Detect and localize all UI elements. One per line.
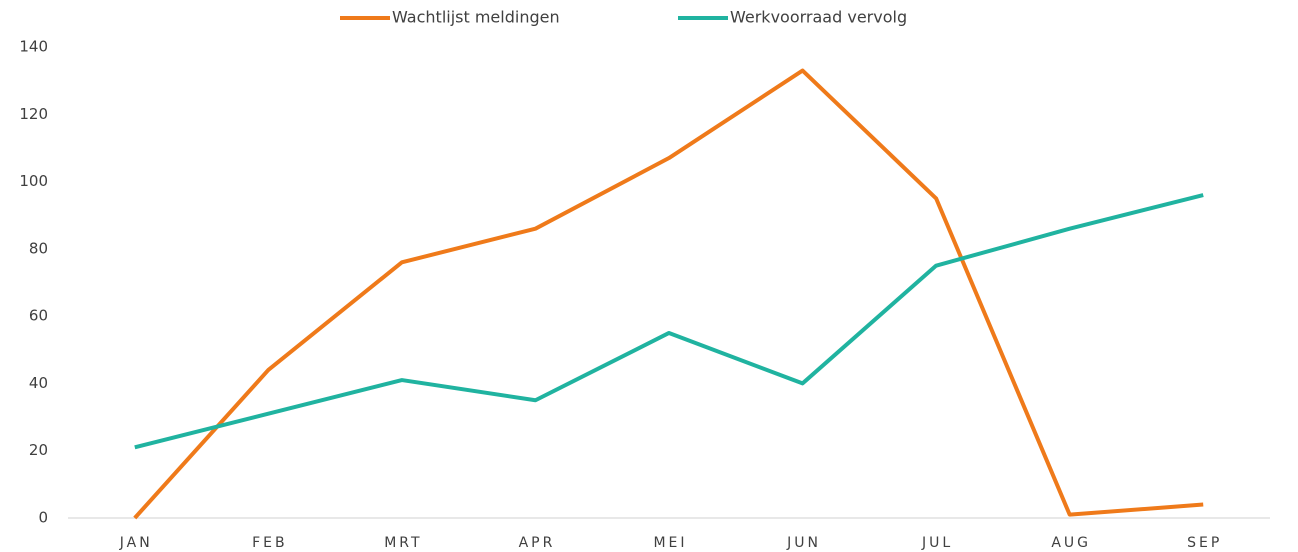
y-tick-label: 140	[19, 38, 48, 56]
x-tick-label: APR	[519, 535, 556, 551]
x-tick-label: JUL	[921, 535, 953, 551]
legend-label: Werkvoorraad vervolg	[730, 8, 907, 27]
y-tick-label: 100	[19, 172, 48, 190]
series-line	[133, 68, 1204, 520]
x-tick-label: MRT	[384, 535, 422, 551]
y-tick-label: 80	[29, 239, 48, 257]
y-tick-label: 40	[29, 374, 48, 392]
x-tick-label: SEP	[1187, 535, 1222, 551]
x-tick-label: JUN	[786, 535, 821, 551]
x-tick-label: AUG	[1051, 535, 1091, 551]
x-tick-label: MEI	[653, 535, 687, 551]
y-tick-label: 20	[29, 441, 48, 459]
y-tick-label: 60	[29, 307, 48, 325]
y-tick-label: 120	[19, 105, 48, 123]
x-tick-label: FEB	[252, 535, 288, 551]
series-line	[134, 193, 1204, 450]
legend-label: Wachtlijst meldingen	[392, 8, 560, 27]
x-tick-label: JAN	[119, 535, 153, 551]
y-tick-label: 0	[38, 509, 48, 527]
